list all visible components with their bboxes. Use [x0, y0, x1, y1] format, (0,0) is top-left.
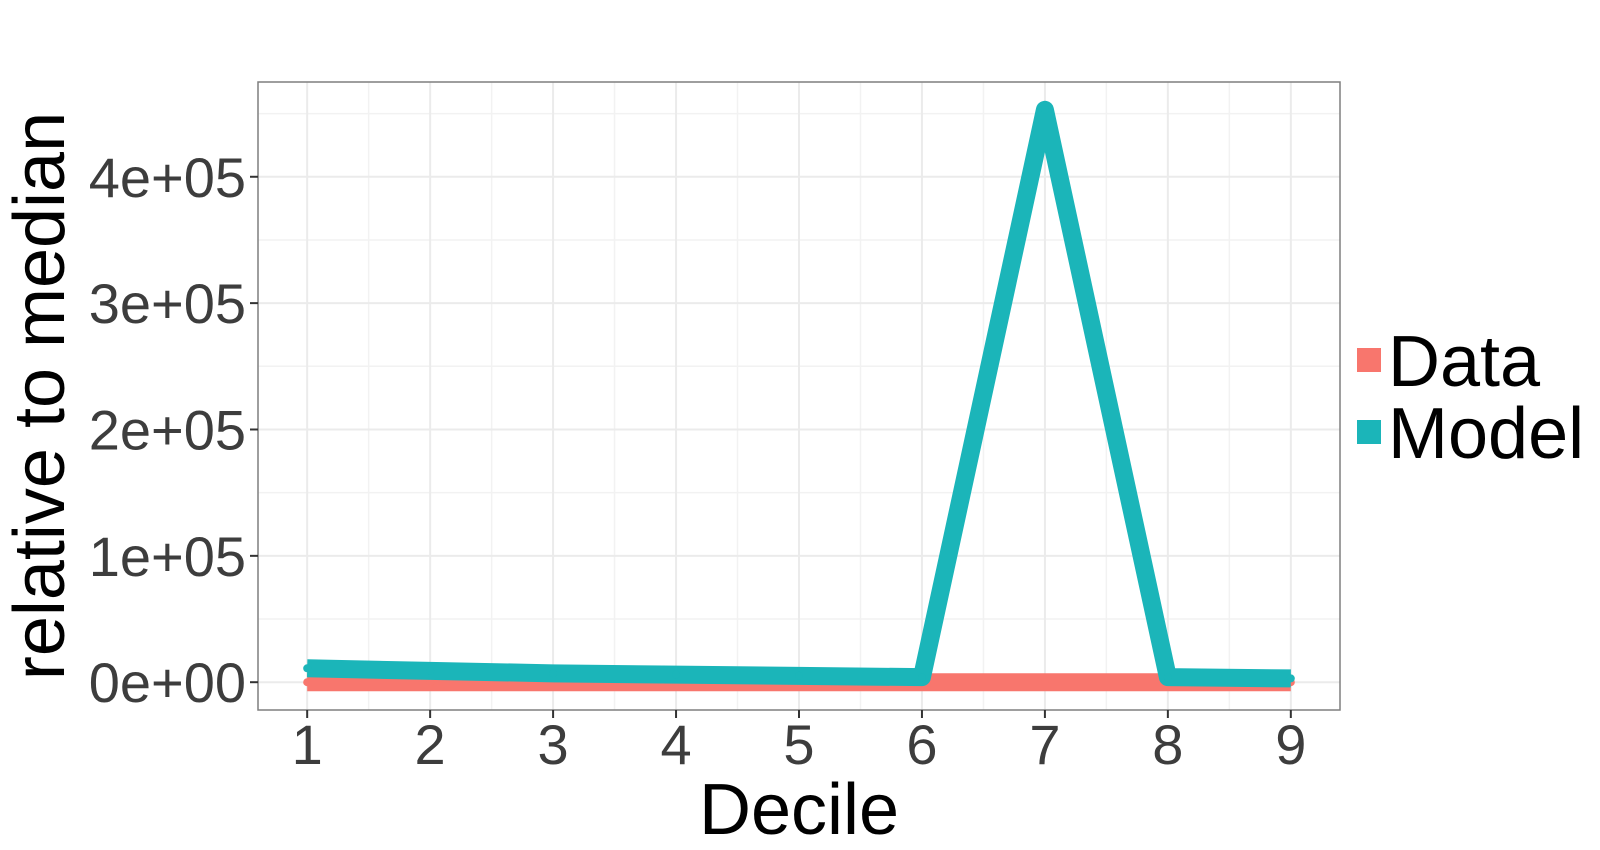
y-tick-label: 2e+05	[89, 398, 246, 461]
y-tick-label: 4e+05	[89, 146, 246, 209]
x-tick-label: 6	[906, 713, 937, 776]
data-point-model	[795, 671, 803, 680]
y-tick-label: 3e+05	[89, 272, 246, 335]
x-tick-label: 2	[415, 713, 446, 776]
data-point-model	[917, 673, 926, 682]
legend-key-data	[1357, 348, 1381, 372]
data-point-model	[672, 670, 681, 679]
data-point-data	[1040, 678, 1049, 687]
data-point-model	[1163, 673, 1172, 682]
data-point-model	[549, 669, 558, 678]
data-point-model	[426, 666, 435, 675]
data-point-data	[303, 678, 312, 687]
x-tick-label: 9	[1275, 713, 1306, 776]
data-point-data	[426, 678, 435, 687]
x-tick-label: 3	[538, 713, 569, 776]
x-axis: 1 2 3 4 5 6 7 8 9	[292, 710, 1306, 776]
y-tick-label: 0e+00	[89, 651, 246, 714]
data-point-model	[1040, 105, 1049, 114]
x-tick-label: 5	[783, 713, 814, 776]
x-tick-label: 4	[660, 713, 691, 776]
legend-key-model	[1357, 420, 1381, 444]
legend-label-data: Data	[1388, 322, 1541, 402]
data-point-model	[1286, 674, 1295, 683]
x-axis-title: Decile	[699, 770, 899, 850]
y-tick-label: 1e+05	[89, 525, 246, 588]
x-tick-label: 7	[1029, 713, 1060, 776]
y-axis: 0e+00 1e+05 2e+05 3e+05 4e+05	[89, 146, 258, 714]
x-tick-label: 8	[1152, 713, 1183, 776]
data-point-model	[303, 664, 312, 673]
series-layer	[303, 100, 1295, 692]
x-tick-label: 1	[292, 713, 323, 776]
legend-label-model: Model	[1388, 394, 1584, 474]
y-axis-title: relative to median	[0, 112, 80, 680]
